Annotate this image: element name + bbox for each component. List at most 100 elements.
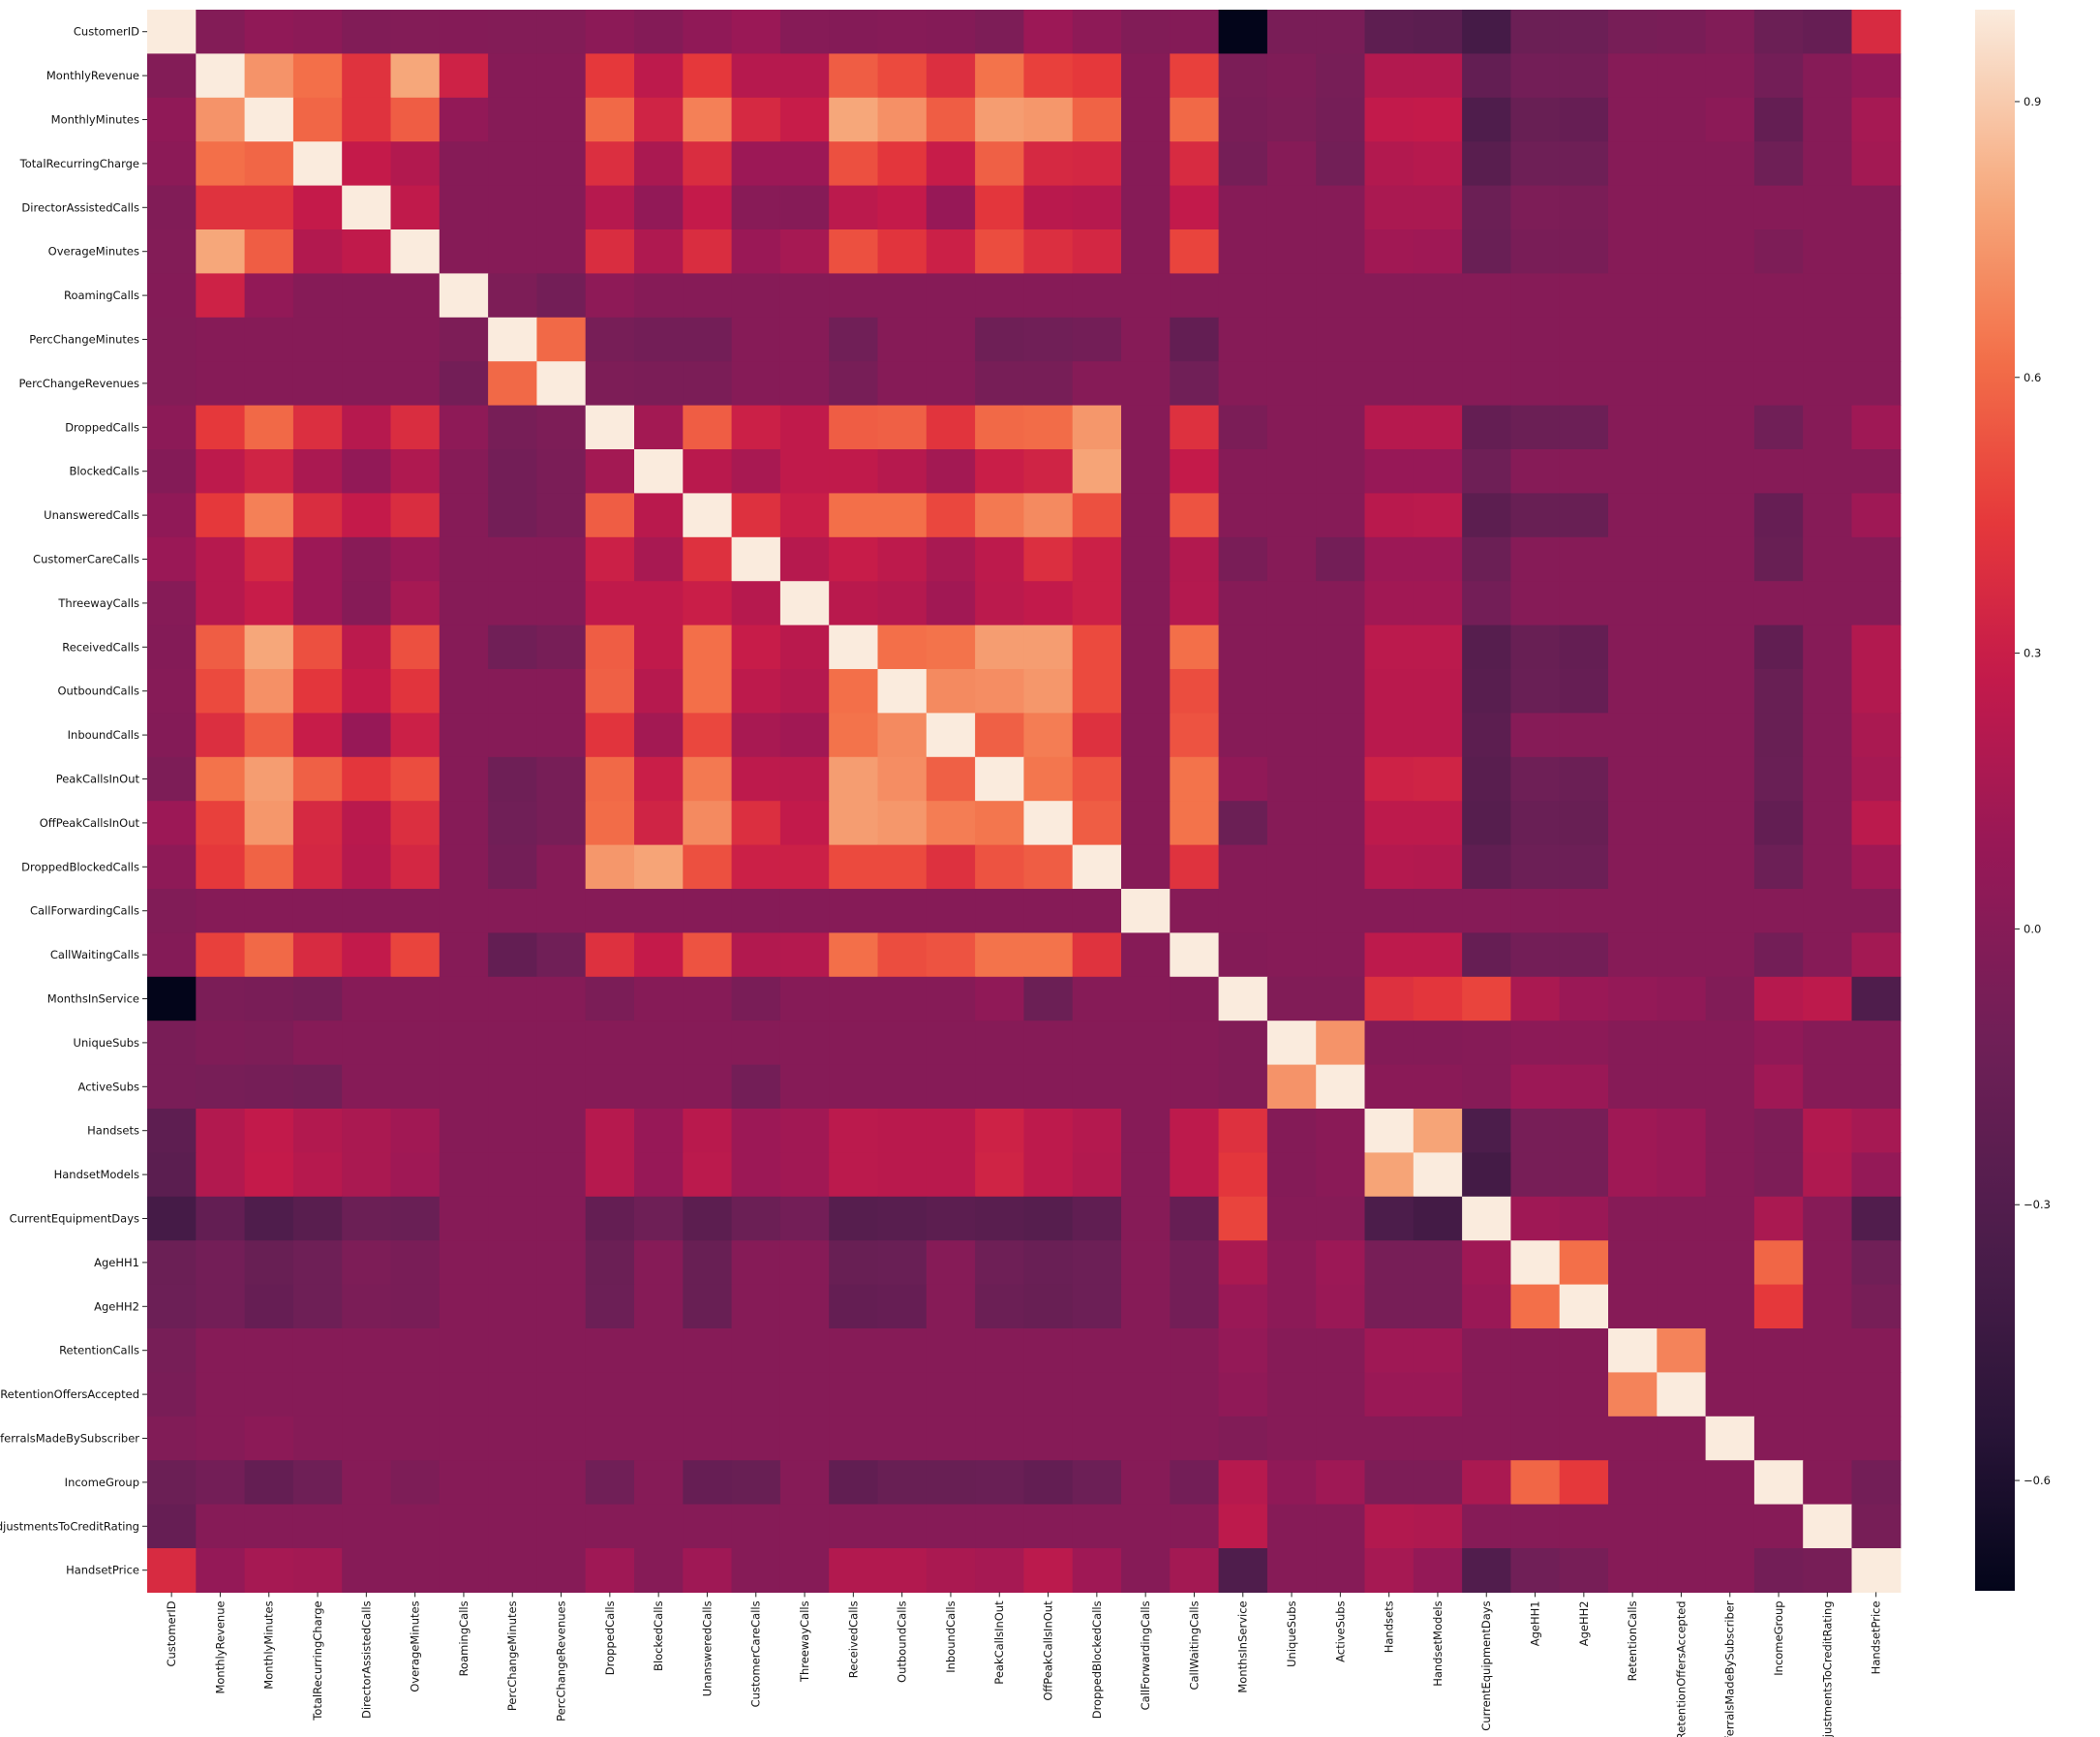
- heatmap-cell-PercChangeRevenues-IncomeGroup: [1753, 361, 1804, 407]
- heatmap-cell-CustomerCareCalls-TotalRecurringCharge: [292, 536, 343, 582]
- heatmap-cell-PercChangeMinutes-CallForwardingCalls: [1121, 317, 1171, 362]
- heatmap-cell-Handsets-BlockedCalls: [634, 1109, 684, 1153]
- colorbar-gradient: [1975, 10, 2015, 1591]
- heatmap-cell-PercChangeRevenues-DroppedCalls: [585, 361, 635, 407]
- heatmap-cell-CallWaitingCalls-MonthsInService: [1218, 932, 1268, 978]
- heatmap-cell-RoamingCalls-AgeHH2: [1559, 273, 1609, 319]
- heatmap-cell-DroppedCalls-HandsetPrice: [1851, 405, 1902, 450]
- heatmap-cell-ReceivedCalls-BlockedCalls: [634, 625, 684, 670]
- heatmap-cell-CustomerID-RetentionOffersAccepted: [1657, 10, 1707, 54]
- heatmap-cell-UniqueSubs-HandsetModels: [1413, 1021, 1463, 1066]
- heatmap-cell-OverageMinutes-ActiveSubs: [1316, 229, 1366, 274]
- heatmap-cell-ThreewayCalls-ThreewayCalls: [779, 581, 830, 626]
- heatmap-cell-AdjustmentsToCreditRating-PeakCallsInOut: [975, 1504, 1024, 1549]
- heatmap-cell-AgeHH2-IncomeGroup: [1753, 1284, 1804, 1329]
- heatmap-cell-DroppedCalls-UnansweredCalls: [683, 405, 733, 450]
- heatmap-cell-TotalRecurringCharge-AdjustmentsToCreditRating: [1803, 141, 1853, 187]
- heatmap-cell-RetentionCalls-OffPeakCallsInOut: [1023, 1328, 1074, 1373]
- column-label-TotalRecurringCharge: TotalRecurringCharge: [311, 1600, 324, 1721]
- heatmap-cell-CurrentEquipmentDays-OverageMinutes: [390, 1196, 441, 1241]
- heatmap-cell-AgeHH1-AdjustmentsToCreditRating: [1803, 1240, 1853, 1286]
- heatmap-cell-ReceivedCalls-UnansweredCalls: [683, 625, 733, 670]
- heatmap-cell-CallWaitingCalls-IncomeGroup: [1753, 932, 1804, 978]
- heatmap-cell-RetentionOffersAccepted-PercChangeMinutes: [488, 1372, 537, 1417]
- heatmap-cell-DroppedCalls-IncomeGroup: [1753, 405, 1804, 450]
- heatmap-cell-CustomerID-PercChangeMinutes: [488, 10, 537, 54]
- heatmap-cell-DirectorAssistedCalls-ReceivedCalls: [829, 185, 879, 230]
- column-label-AdjustmentsToCreditRating: AdjustmentsToCreditRating: [1820, 1600, 1834, 1737]
- heatmap-cell-ReferralsMadeBySubscriber-InboundCalls: [926, 1416, 976, 1461]
- heatmap-cell-MonthlyRevenue-BlockedCalls: [634, 53, 684, 99]
- heatmap-cell-PeakCallsInOut-ReferralsMadeBySubscriber: [1705, 756, 1755, 802]
- heatmap-cell-BlockedCalls-CustomerCareCalls: [731, 449, 781, 494]
- heatmap-cell-RoamingCalls-Handsets: [1364, 273, 1415, 319]
- heatmap-cell-InboundCalls-CurrentEquipmentDays: [1462, 713, 1511, 758]
- heatmap-cell-MonthlyMinutes-MonthlyRevenue: [196, 97, 246, 142]
- column-label-IncomeGroup: IncomeGroup: [1772, 1600, 1785, 1675]
- heatmap-cell-DroppedCalls-CustomerID: [147, 405, 197, 450]
- heatmap-cell-OffPeakCallsInOut-OutboundCalls: [877, 801, 928, 846]
- heatmap-cell-UniqueSubs-PeakCallsInOut: [975, 1021, 1024, 1066]
- heatmap-cell-BlockedCalls-AgeHH1: [1510, 449, 1561, 494]
- heatmap-cell-BlockedCalls-PercChangeMinutes: [488, 449, 537, 494]
- heatmap-cell-MonthlyMinutes-MonthlyMinutes: [244, 97, 294, 142]
- heatmap-cell-CustomerCareCalls-PercChangeMinutes: [488, 536, 537, 582]
- heatmap-cell-MonthsInService-OffPeakCallsInOut: [1023, 976, 1074, 1021]
- heatmap-cell-OutboundCalls-AgeHH1: [1510, 669, 1561, 714]
- heatmap-cell-CallForwardingCalls-ActiveSubs: [1316, 889, 1366, 933]
- heatmap-cell-CurrentEquipmentDays-DroppedCalls: [585, 1196, 635, 1241]
- heatmap-cell-CurrentEquipmentDays-PercChangeRevenues: [536, 1196, 587, 1241]
- heatmap-cell-ReceivedCalls-DroppedCalls: [585, 625, 635, 670]
- row-label-CurrentEquipmentDays: CurrentEquipmentDays: [10, 1212, 139, 1226]
- heatmap-cell-DroppedCalls-AgeHH1: [1510, 405, 1561, 450]
- column-label-RetentionOffersAccepted: RetentionOffersAccepted: [1674, 1600, 1688, 1737]
- heatmap-cell-RetentionCalls-HandsetPrice: [1851, 1328, 1902, 1373]
- row-label-RoamingCalls: RoamingCalls: [64, 289, 139, 302]
- heatmap-cell-UnansweredCalls-IncomeGroup: [1753, 493, 1804, 538]
- heatmap-cell-DroppedCalls-ThreewayCalls: [779, 405, 830, 450]
- heatmap-cell-MonthsInService-UnansweredCalls: [683, 976, 733, 1021]
- heatmap-cell-OutboundCalls-DroppedCalls: [585, 669, 635, 714]
- heatmap-cell-MonthlyRevenue-OutboundCalls: [877, 53, 928, 99]
- heatmap-cell-AgeHH2-RetentionOffersAccepted: [1657, 1284, 1707, 1329]
- heatmap-cell-ReceivedCalls-DirectorAssistedCalls: [342, 625, 392, 670]
- heatmap-cell-AgeHH1-RoamingCalls: [439, 1240, 489, 1286]
- heatmap-cell-OutboundCalls-RetentionCalls: [1608, 669, 1658, 714]
- heatmap-cell-CurrentEquipmentDays-CallWaitingCalls: [1170, 1196, 1220, 1241]
- heatmap-cell-HandsetPrice-OffPeakCallsInOut: [1023, 1548, 1074, 1593]
- heatmap-cell-OutboundCalls-UniqueSubs: [1266, 669, 1317, 714]
- column-label-DroppedBlockedCalls: DroppedBlockedCalls: [1090, 1600, 1104, 1719]
- heatmap-cell-AgeHH1-BlockedCalls: [634, 1240, 684, 1286]
- heatmap-cell-OffPeakCallsInOut-ReferralsMadeBySubscriber: [1705, 801, 1755, 846]
- heatmap-cell-OverageMinutes-Handsets: [1364, 229, 1415, 274]
- heatmap-cell-OverageMinutes-CurrentEquipmentDays: [1462, 229, 1511, 274]
- heatmap-cell-AgeHH1-MonthlyRevenue: [196, 1240, 246, 1286]
- heatmap-cell-MonthlyMinutes-AgeHH1: [1510, 97, 1561, 142]
- heatmap-cell-InboundCalls-MonthlyMinutes: [244, 713, 294, 758]
- heatmap-cell-CustomerCareCalls-RetentionOffersAccepted: [1657, 536, 1707, 582]
- heatmap-cell-OverageMinutes-DirectorAssistedCalls: [342, 229, 392, 274]
- heatmap-cell-CurrentEquipmentDays-OutboundCalls: [877, 1196, 928, 1241]
- heatmap-cell-DroppedBlockedCalls-CurrentEquipmentDays: [1462, 844, 1511, 890]
- heatmap-cell-CallWaitingCalls-PeakCallsInOut: [975, 932, 1024, 978]
- heatmap-cell-OutboundCalls-DroppedBlockedCalls: [1072, 669, 1122, 714]
- heatmap-cell-OutboundCalls-UnansweredCalls: [683, 669, 733, 714]
- heatmap-cell-RetentionOffersAccepted-InboundCalls: [926, 1372, 976, 1417]
- heatmap-cell-CustomerCareCalls-IncomeGroup: [1753, 536, 1804, 582]
- heatmap-cell-OffPeakCallsInOut-AdjustmentsToCreditRating: [1803, 801, 1853, 846]
- heatmap-cell-RoamingCalls-AgeHH1: [1510, 273, 1561, 319]
- heatmap-cell-ThreewayCalls-OffPeakCallsInOut: [1023, 581, 1074, 626]
- heatmap-cell-CustomerID-CustomerID: [147, 10, 197, 54]
- heatmap-cell-CurrentEquipmentDays-InboundCalls: [926, 1196, 976, 1241]
- heatmap-cell-RetentionOffersAccepted-MonthlyMinutes: [244, 1372, 294, 1417]
- heatmap-cell-TotalRecurringCharge-Handsets: [1364, 141, 1415, 187]
- heatmap-cell-IncomeGroup-MonthsInService: [1218, 1460, 1268, 1506]
- heatmap-cell-MonthsInService-RetentionCalls: [1608, 976, 1658, 1021]
- heatmap-cell-TotalRecurringCharge-ThreewayCalls: [779, 141, 830, 187]
- heatmap-cell-RetentionOffersAccepted-DroppedCalls: [585, 1372, 635, 1417]
- heatmap-cell-CallForwardingCalls-PercChangeMinutes: [488, 889, 537, 933]
- heatmap-cell-ReferralsMadeBySubscriber-MonthlyRevenue: [196, 1416, 246, 1461]
- heatmap-cell-InboundCalls-CustomerCareCalls: [731, 713, 781, 758]
- heatmap-cell-DroppedBlockedCalls-AgeHH1: [1510, 844, 1561, 890]
- heatmap-cell-CallWaitingCalls-OffPeakCallsInOut: [1023, 932, 1074, 978]
